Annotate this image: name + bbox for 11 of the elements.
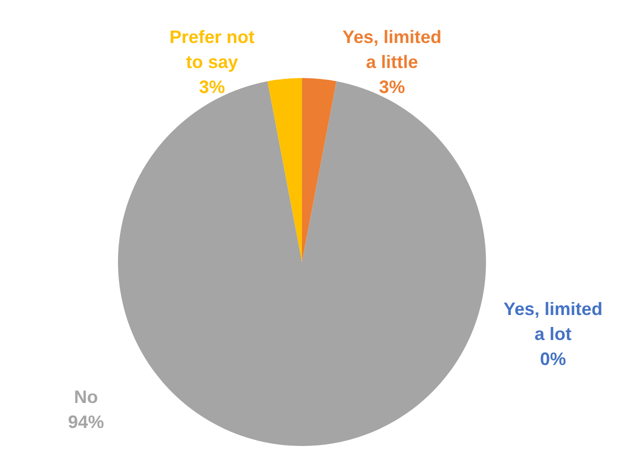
category-label: Yes, limited a lot [503, 299, 603, 344]
pie-slice [302, 78, 336, 262]
pie-slice [118, 81, 486, 446]
pie-slice [268, 78, 302, 262]
slice-label: Prefer not to say [169, 27, 255, 72]
data-label: 3% [378, 77, 406, 97]
slice-label: Yes, limited a little [342, 27, 442, 72]
slice-label: No [74, 387, 98, 407]
data-label: 94% [68, 412, 104, 432]
text: 0% [540, 349, 566, 369]
data-label: 3% [198, 77, 226, 97]
